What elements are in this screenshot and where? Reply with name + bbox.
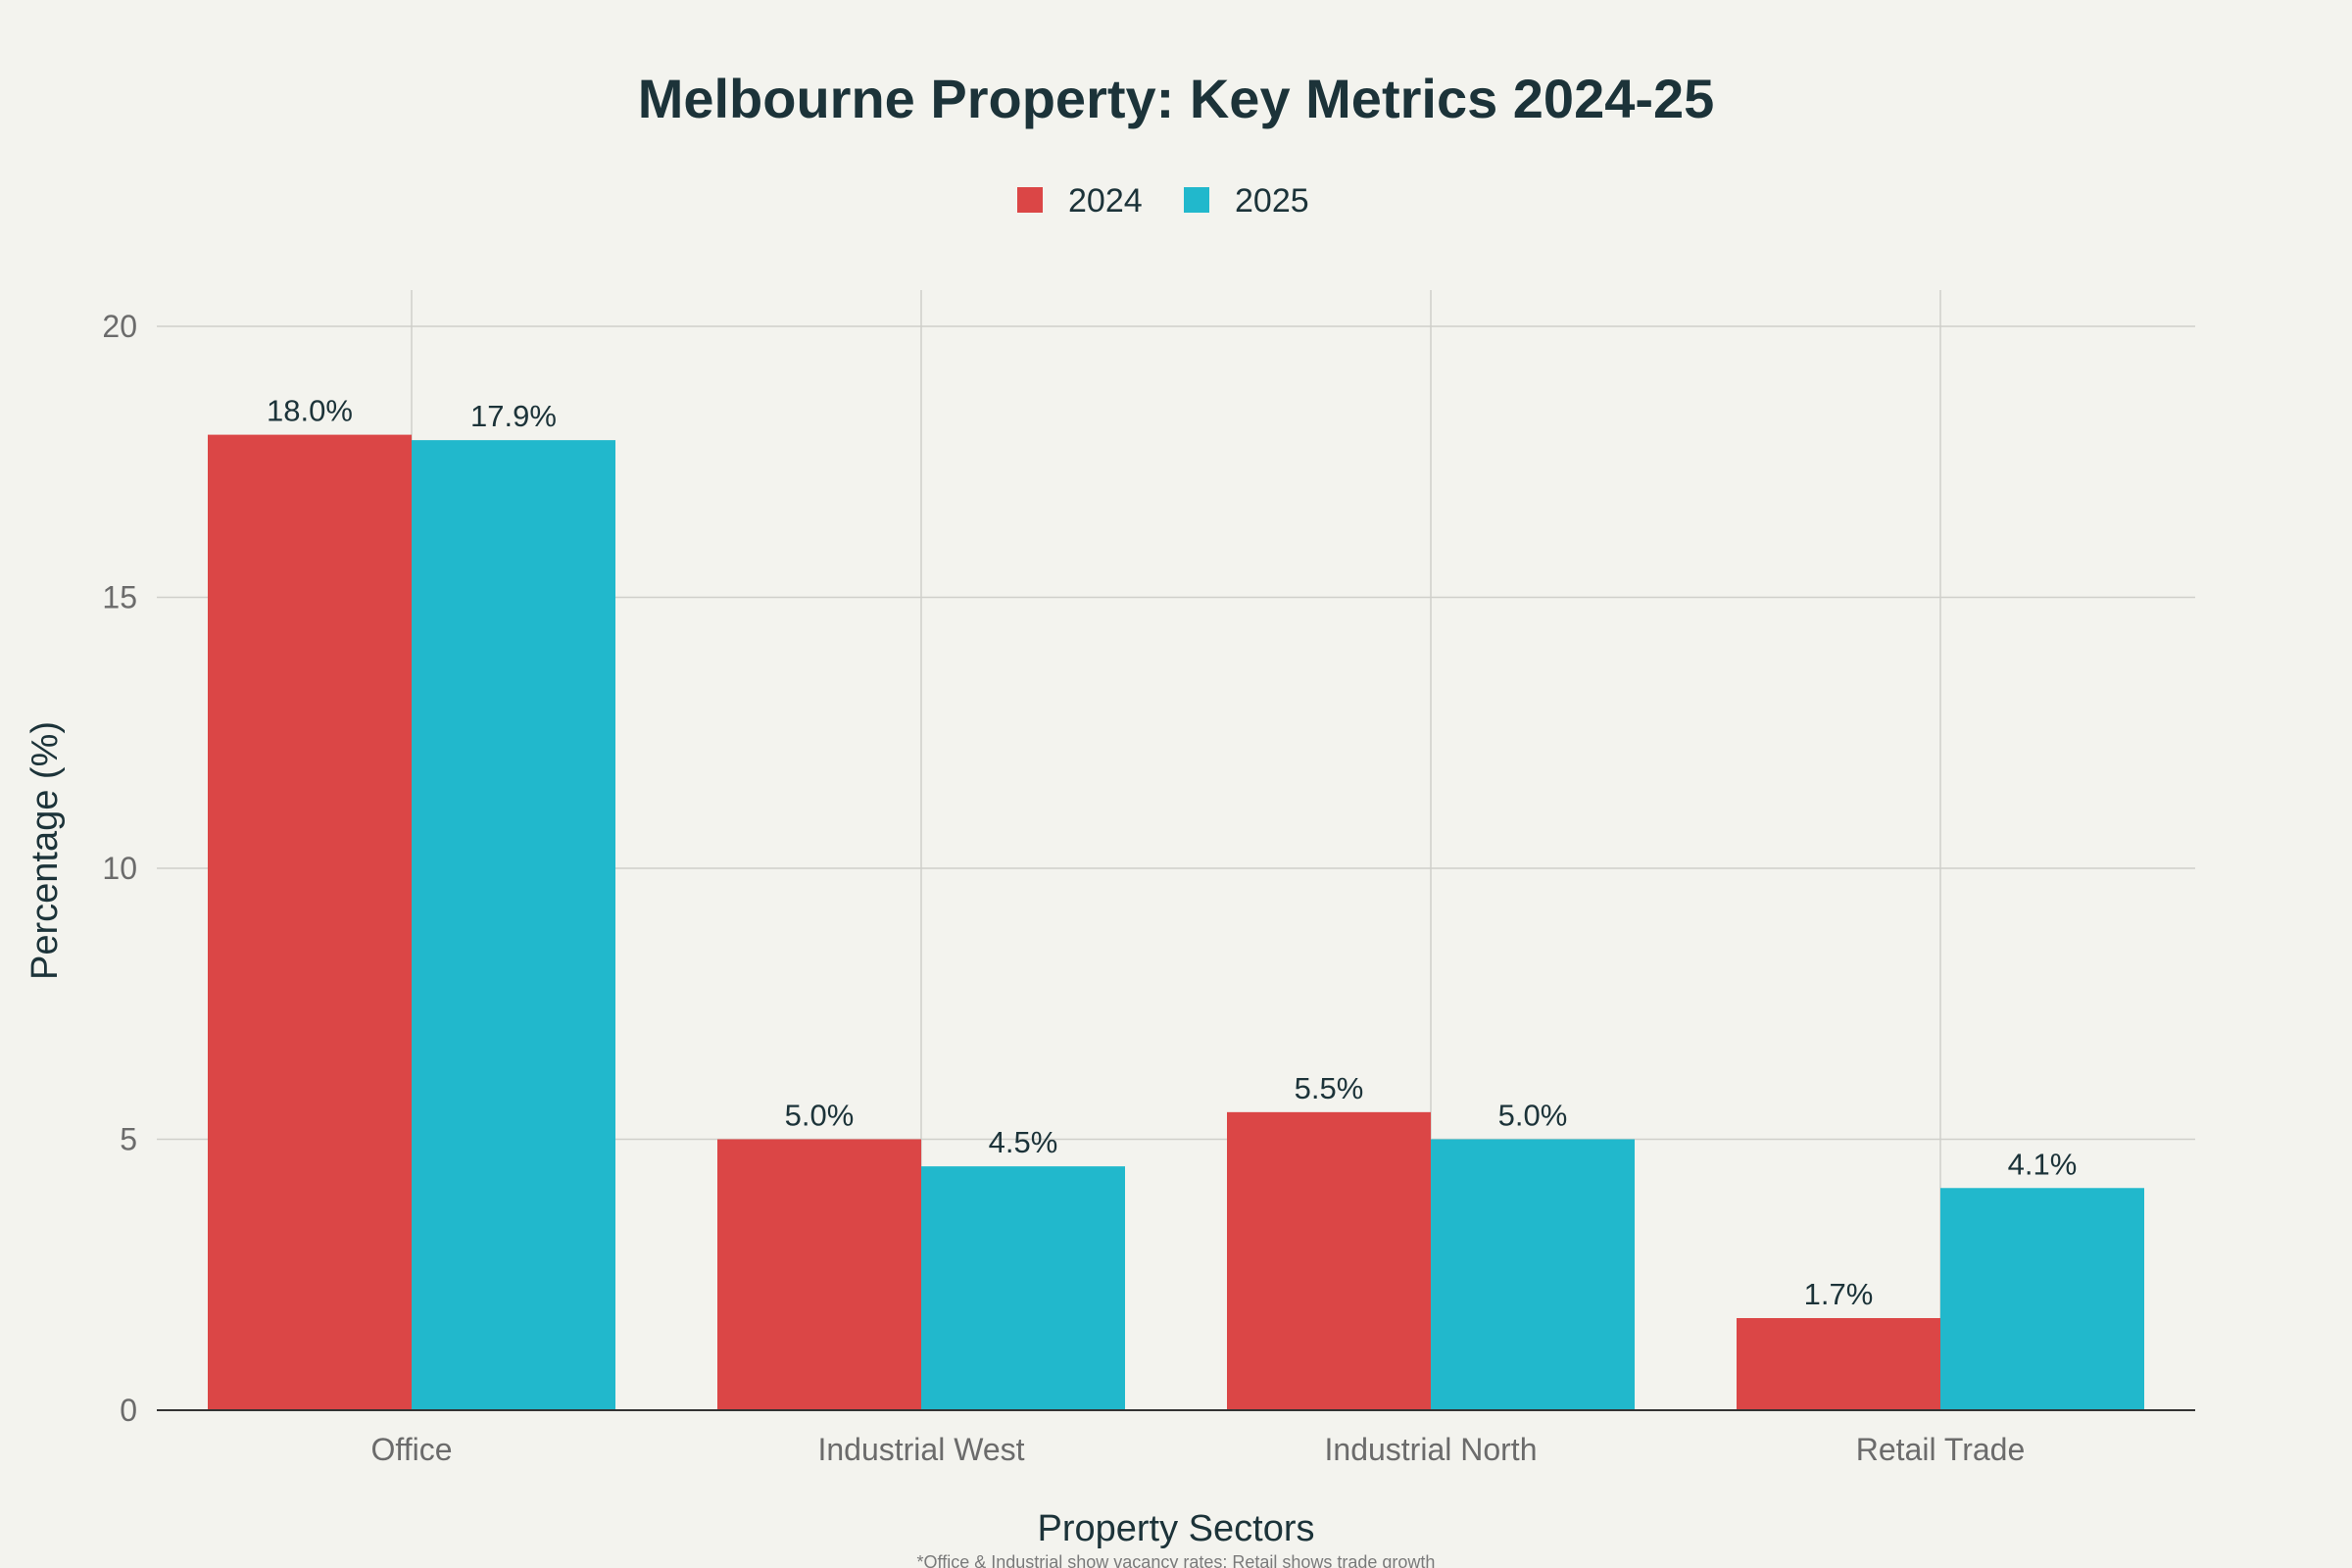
x-tick-label: Industrial West [817, 1432, 1024, 1467]
data-label: 4.5% [989, 1125, 1058, 1159]
y-axis-ticks: 0 5 10 15 20 [102, 309, 137, 1428]
data-label: 5.0% [785, 1099, 855, 1133]
bar-2024-industrial-north [1227, 1111, 1431, 1410]
footnote: *Office & Industrial show vacancy rates;… [917, 1552, 1436, 1568]
x-axis-title: Property Sectors [1038, 1508, 1315, 1549]
x-tick-label: Office [371, 1432, 453, 1467]
bar-2025-industrial-west [921, 1166, 1125, 1410]
data-label: 1.7% [1804, 1277, 1874, 1311]
x-axis-ticks: Office Industrial West Industrial North Ret… [371, 1432, 2026, 1467]
bar-2025-retail-trade [1940, 1188, 2144, 1410]
data-label: 4.1% [2008, 1147, 2078, 1181]
chart-title: Melbourne Property: Key Metrics 2024-25 [638, 68, 1715, 129]
bars [208, 434, 2144, 1411]
legend-label: 2024 [1068, 182, 1143, 220]
legend-label: 2025 [1235, 182, 1309, 220]
y-tick-label: 5 [120, 1122, 137, 1157]
legend-swatch [1184, 187, 1209, 213]
y-tick-label: 0 [120, 1393, 137, 1428]
bar-2024-industrial-west [717, 1139, 921, 1410]
bar-2024-office [208, 434, 412, 1411]
bar-2025-office [412, 440, 615, 1410]
legend: 2024 2025 [1017, 182, 1309, 220]
data-label: 5.5% [1295, 1071, 1364, 1105]
y-axis-title: Percentage (%) [24, 721, 66, 980]
y-tick-label: 15 [102, 580, 137, 615]
data-label: 5.0% [1498, 1099, 1568, 1133]
y-tick-label: 10 [102, 851, 137, 886]
x-tick-label: Industrial North [1325, 1432, 1538, 1467]
x-tick-label: Retail Trade [1856, 1432, 2026, 1467]
y-tick-label: 20 [102, 309, 137, 344]
bar-2024-retail-trade [1737, 1317, 1940, 1410]
data-label: 17.9% [470, 399, 557, 433]
bar-2025-industrial-north [1431, 1139, 1635, 1410]
data-label: 18.0% [267, 394, 353, 428]
legend-swatch [1017, 187, 1043, 213]
data-labels: 18.0% 17.9% 5.0% 4.5% 5.5% 5.0% 1.7% 4.1% [267, 394, 2077, 1311]
